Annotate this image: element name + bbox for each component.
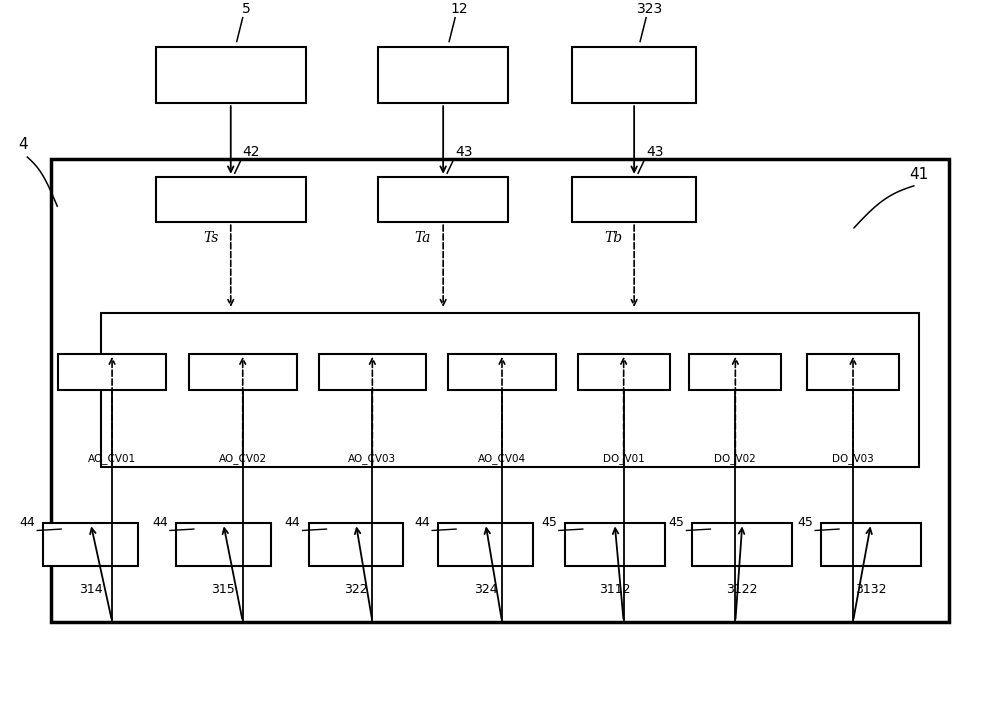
Bar bbox=[43, 523, 138, 565]
Text: DO_V02: DO_V02 bbox=[714, 453, 756, 464]
Text: 45: 45 bbox=[669, 516, 684, 529]
Text: 44: 44 bbox=[152, 516, 168, 529]
Text: 323: 323 bbox=[637, 2, 663, 16]
Bar bbox=[572, 176, 696, 222]
Bar bbox=[309, 523, 403, 565]
Text: 12: 12 bbox=[450, 2, 468, 16]
Text: 45: 45 bbox=[797, 516, 813, 529]
Text: Ta: Ta bbox=[415, 231, 431, 245]
Bar bbox=[101, 313, 919, 468]
Bar bbox=[189, 354, 297, 391]
Text: DO_V01: DO_V01 bbox=[603, 453, 645, 464]
Bar bbox=[565, 523, 665, 565]
Bar bbox=[58, 354, 166, 391]
Bar bbox=[319, 354, 426, 391]
Bar bbox=[51, 159, 949, 622]
Bar bbox=[821, 523, 921, 565]
Text: 44: 44 bbox=[20, 516, 35, 529]
Text: 4: 4 bbox=[19, 137, 28, 152]
Text: 44: 44 bbox=[285, 516, 301, 529]
Text: 324: 324 bbox=[474, 583, 497, 596]
Text: 3122: 3122 bbox=[727, 583, 758, 596]
Text: DO_V03: DO_V03 bbox=[832, 453, 874, 464]
Text: AO_CV02: AO_CV02 bbox=[219, 453, 267, 464]
Bar bbox=[156, 176, 306, 222]
Text: 3112: 3112 bbox=[599, 583, 630, 596]
Text: AO_CV01: AO_CV01 bbox=[88, 453, 136, 464]
Text: 314: 314 bbox=[79, 583, 102, 596]
Text: 315: 315 bbox=[211, 583, 235, 596]
Bar bbox=[572, 47, 696, 103]
Text: 43: 43 bbox=[646, 145, 664, 159]
Text: 42: 42 bbox=[243, 145, 260, 159]
Bar bbox=[438, 523, 533, 565]
Text: Ts: Ts bbox=[203, 231, 219, 245]
Bar bbox=[176, 523, 271, 565]
Text: Tb: Tb bbox=[604, 231, 622, 245]
Bar bbox=[156, 47, 306, 103]
Text: 3132: 3132 bbox=[855, 583, 887, 596]
Bar bbox=[448, 354, 556, 391]
Bar bbox=[807, 354, 899, 391]
Text: 41: 41 bbox=[909, 166, 928, 181]
Bar bbox=[378, 47, 508, 103]
Bar bbox=[689, 354, 781, 391]
Bar bbox=[378, 176, 508, 222]
Bar bbox=[578, 354, 670, 391]
Text: 43: 43 bbox=[455, 145, 473, 159]
Text: 45: 45 bbox=[541, 516, 557, 529]
Bar bbox=[692, 523, 792, 565]
Text: 5: 5 bbox=[242, 2, 251, 16]
Text: AO_CV04: AO_CV04 bbox=[478, 453, 526, 464]
Text: 322: 322 bbox=[344, 583, 368, 596]
Text: AO_CV03: AO_CV03 bbox=[348, 453, 396, 464]
Text: 44: 44 bbox=[414, 516, 430, 529]
